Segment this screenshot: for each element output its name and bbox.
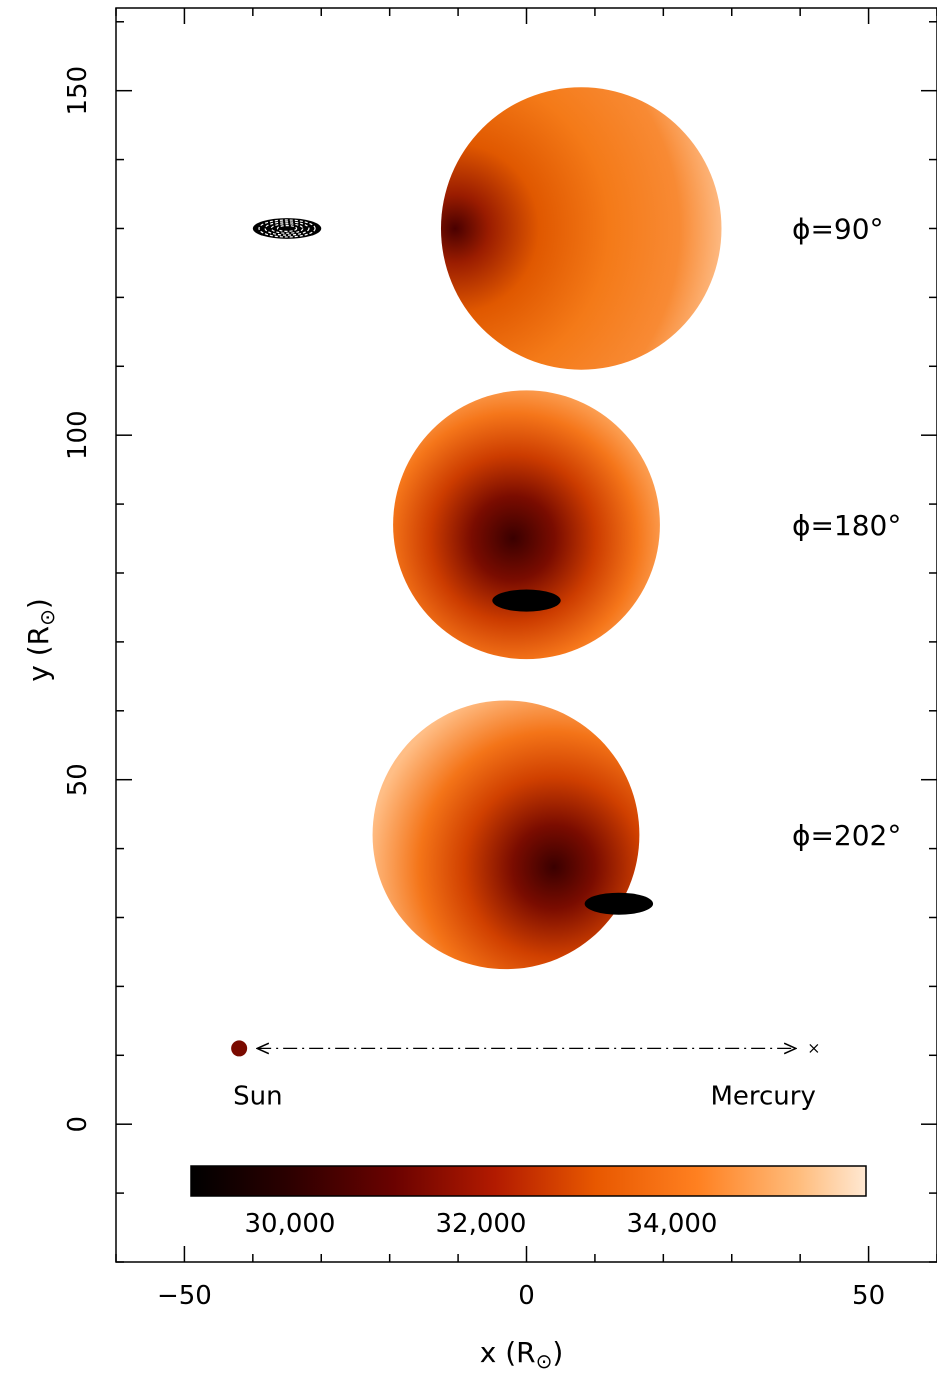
x-tick-label: −50 bbox=[157, 1281, 212, 1311]
colorbar-tick-label: 32,000 bbox=[436, 1209, 527, 1239]
scale-bar: Sun Mercury bbox=[231, 1040, 819, 1111]
sun-dot bbox=[231, 1040, 248, 1057]
disk bbox=[393, 390, 660, 660]
eclipse-shadow bbox=[584, 892, 654, 915]
eclipse-contour bbox=[252, 218, 322, 239]
x-axis-label: x (R⊙) bbox=[480, 1336, 564, 1373]
disk bbox=[372, 700, 640, 970]
colorbar-tick-label: 34,000 bbox=[627, 1209, 718, 1239]
y-tick-label: 0 bbox=[63, 1116, 93, 1133]
y-tick-label: 50 bbox=[63, 763, 93, 796]
eclipse-contour bbox=[276, 224, 298, 232]
axes-ticks: −50 0 50 0 50 100 150 bbox=[63, 8, 937, 1311]
colorbar-bar bbox=[190, 1165, 867, 1197]
mercury-label: Mercury bbox=[710, 1081, 815, 1111]
eclipse-contour bbox=[264, 221, 310, 236]
x-tick-label: 0 bbox=[518, 1281, 535, 1311]
disks-layer: ϕ=90° ϕ=180° ϕ=202° bbox=[252, 87, 901, 970]
y-tick-label: 100 bbox=[63, 410, 93, 460]
x-tick-label: 50 bbox=[852, 1281, 885, 1311]
colorbar: 30,000 32,000 34,000 bbox=[190, 1165, 867, 1239]
eclipse-contour bbox=[258, 219, 316, 238]
eclipse-ring bbox=[252, 218, 322, 239]
sun-label: Sun bbox=[233, 1081, 282, 1111]
mercury-marker bbox=[809, 1043, 819, 1053]
eclipse-shadow bbox=[492, 589, 561, 612]
y-tick-label: 150 bbox=[63, 66, 93, 116]
phase-label: ϕ=90° bbox=[792, 212, 884, 245]
disk bbox=[440, 87, 722, 370]
phase-label: ϕ=180° bbox=[792, 509, 901, 542]
eclipse-contour bbox=[270, 223, 304, 234]
phase-label: ϕ=202° bbox=[792, 819, 901, 852]
y-axis-label: y (R⊙) bbox=[22, 598, 59, 682]
colorbar-tick-label: 30,000 bbox=[245, 1209, 336, 1239]
